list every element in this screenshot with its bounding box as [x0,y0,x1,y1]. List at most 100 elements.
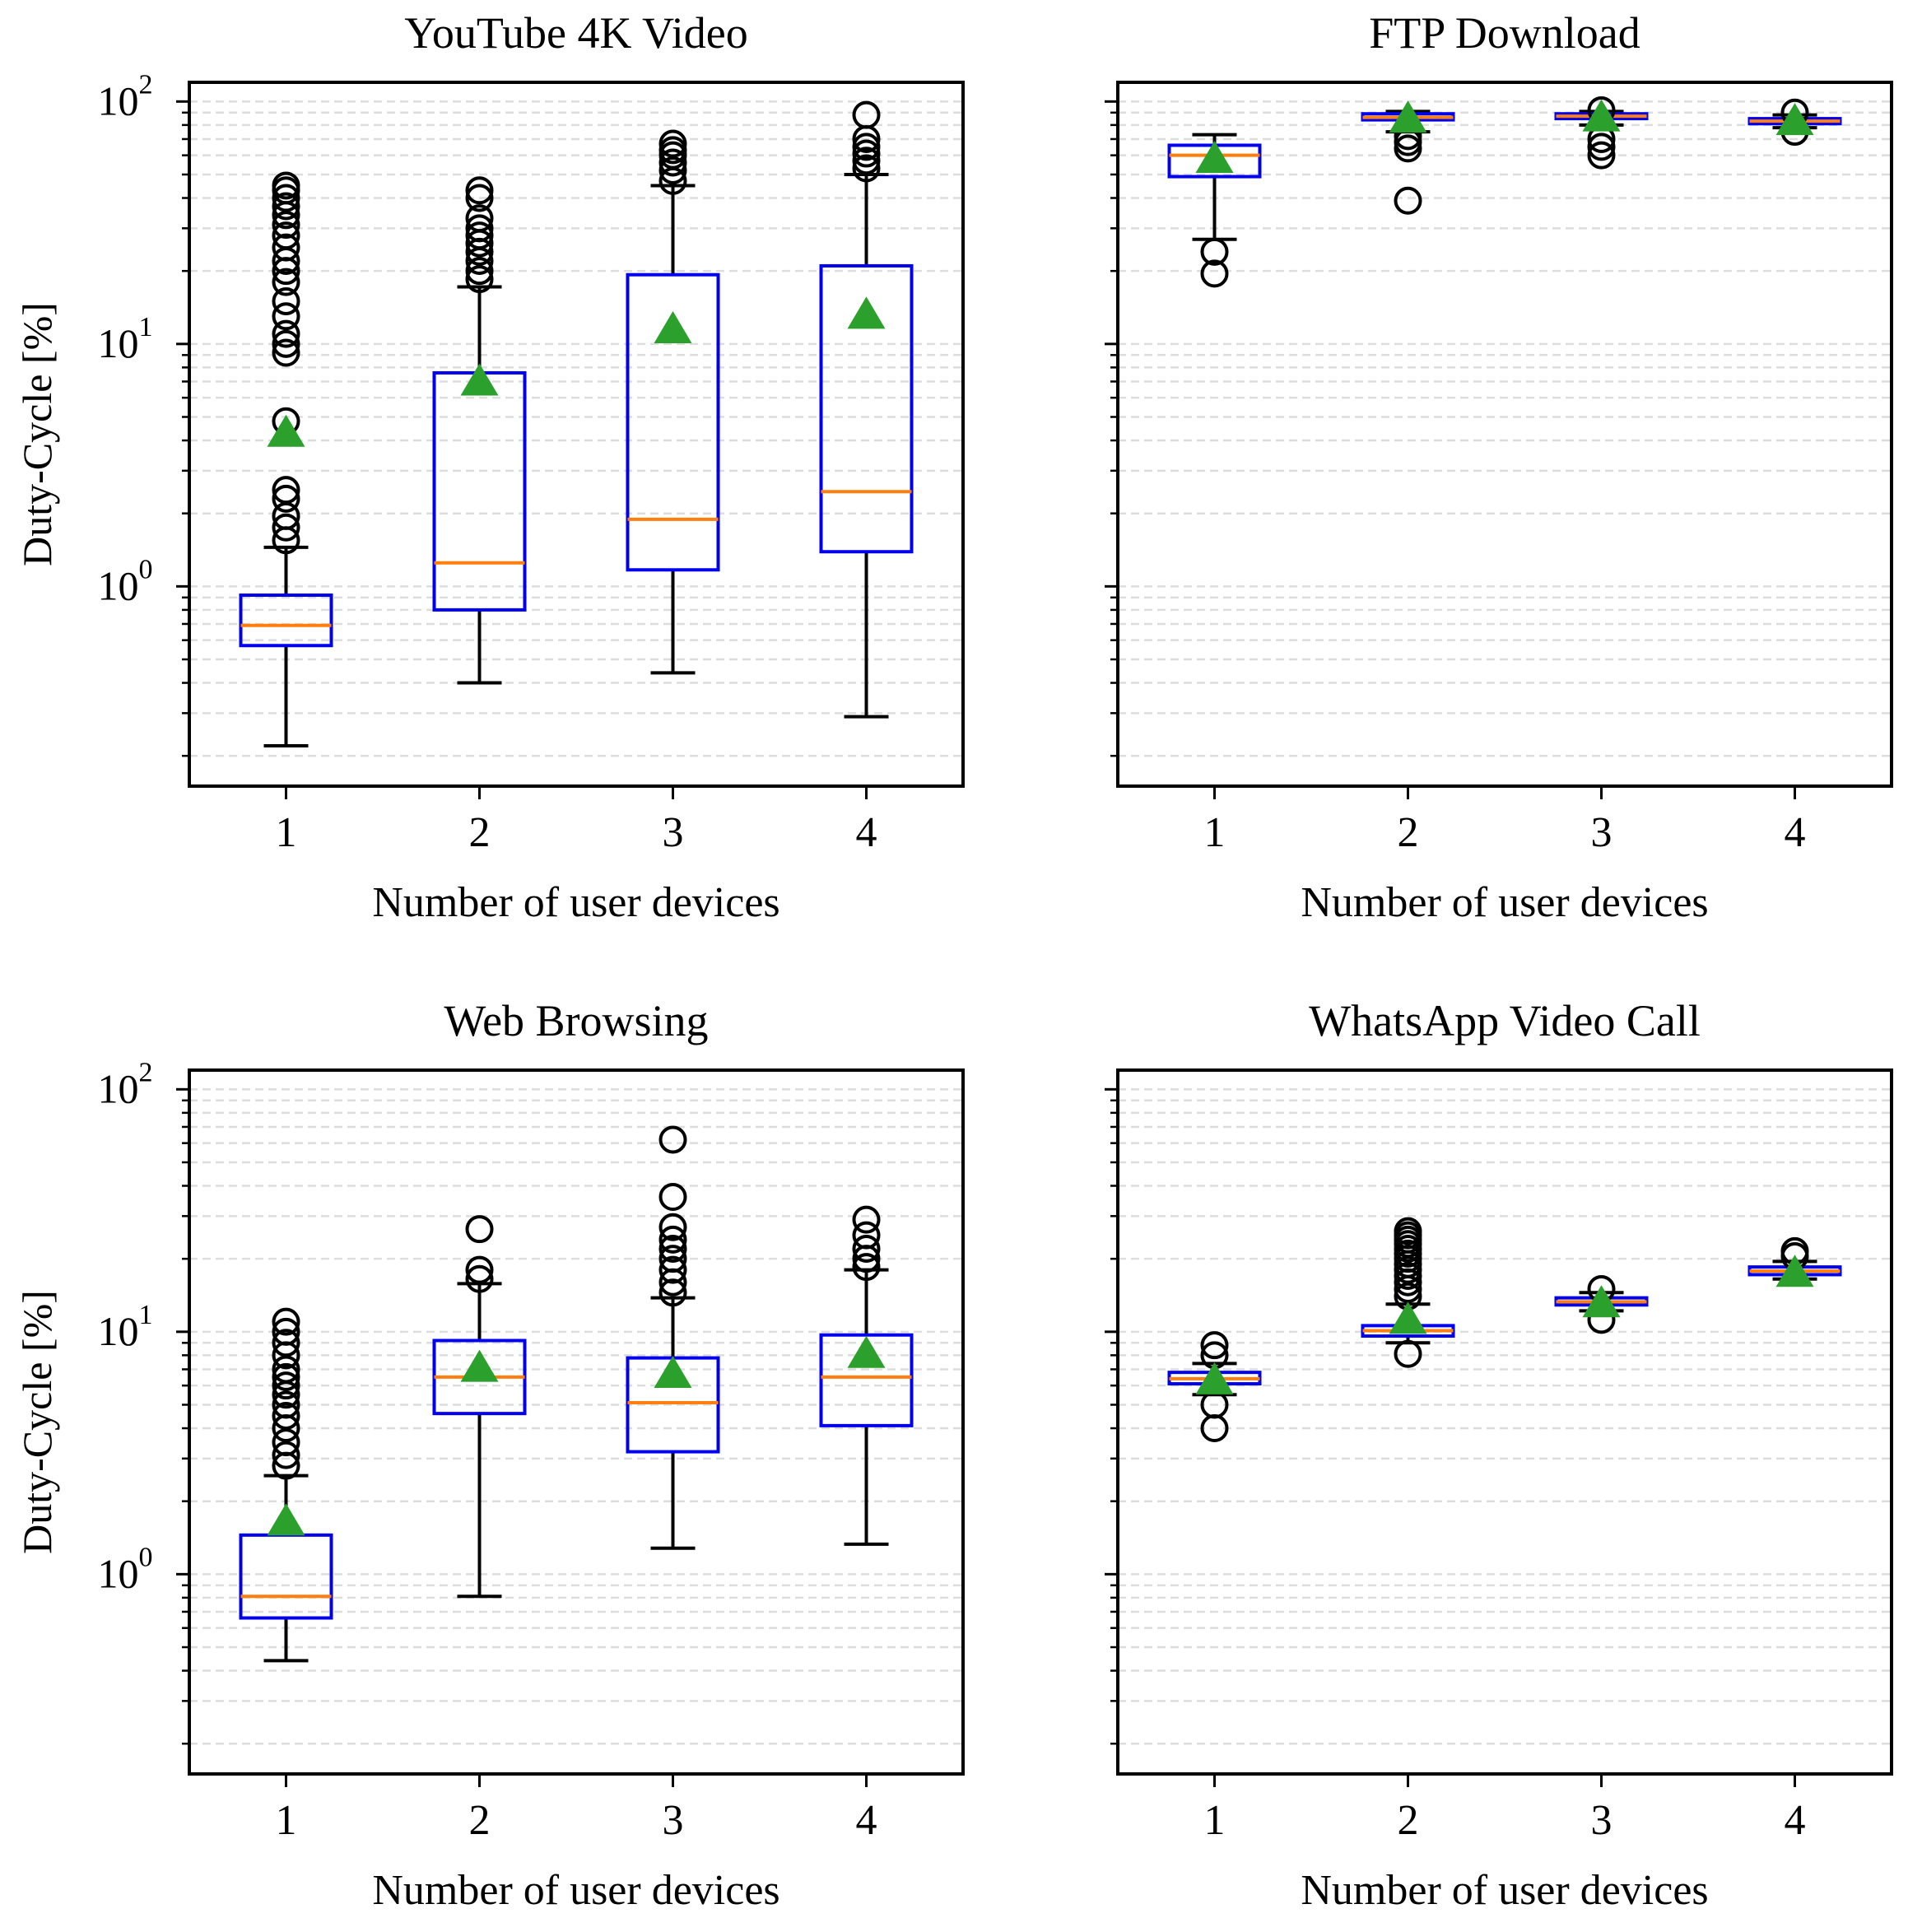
x-tick-label: 1 [276,1797,297,1844]
flier-point [272,184,300,212]
x-tick-label: 1 [1204,1797,1226,1844]
panel-1: 100 101 102 Duty-Cycle [%] 1 2 3 4 YouTube 4K Vi… [14,8,965,926]
flier-point [465,1264,494,1293]
box-1 [1167,133,1262,288]
y-tick-label: 101 [98,1300,153,1354]
flier-point [465,1255,494,1284]
grid-lines [1118,1088,1892,1745]
box-body [819,1333,914,1427]
flier-point [272,1355,300,1384]
panel-title: WhatsApp Video Call [1309,996,1701,1045]
flier-point [1587,133,1616,161]
mean-marker [1389,1301,1427,1334]
plot-frame [1116,1068,1893,1776]
box-3 [1554,95,1649,170]
flier-point [272,1371,300,1400]
box-3 [626,129,720,675]
mean-marker [267,414,305,447]
mean-marker [1775,103,1814,136]
flier-point [852,133,881,161]
flier-point [272,221,300,250]
flier-point [272,1307,300,1336]
panel-title: Web Browsing [444,996,708,1045]
flier-point [272,484,300,513]
flier-point [658,1278,687,1307]
x-tick-label: 2 [469,809,491,856]
mean-marker [1775,1255,1814,1287]
box-body [432,370,527,612]
flier-point [658,1125,687,1154]
flier-point [852,1253,881,1282]
box-1 [239,171,333,748]
flier-point [1200,237,1229,266]
plot-frame [188,1068,965,1776]
flier-point [272,513,300,542]
mean-marker [847,1335,886,1368]
x-tick-label: 3 [663,1797,684,1844]
x-axis-label: Number of user devices [372,879,779,926]
flier-point [1200,259,1229,288]
flier-point [1200,1414,1229,1443]
box-4 [819,1205,914,1546]
mean-marker [1195,1362,1234,1394]
flier-point [658,129,687,158]
plot-frame [188,81,965,788]
flier-point [272,1401,300,1430]
flier-point [852,147,881,175]
x-tick-label: 4 [1785,1797,1806,1844]
mean-marker [1582,1285,1621,1318]
flier-point [272,1329,300,1357]
x-axis-label: Number of user devices [1301,879,1708,926]
box-3 [1554,1274,1649,1334]
grid-lines [189,100,963,757]
panel-title: YouTube 4K Video [404,8,747,58]
box-2 [1361,100,1455,215]
plot-frame [1116,81,1893,788]
mean-marker [847,296,886,329]
flier-point [272,268,300,296]
flier-point [852,139,881,168]
flier-point [465,184,494,212]
box-2 [432,1215,527,1599]
x-tick-label: 4 [1785,809,1806,856]
flier-point [272,1317,300,1346]
grid-lines [1118,100,1892,757]
mean-marker [460,1349,499,1382]
y-axis-label: Duty-Cycle [%] [14,1290,60,1554]
panel-4: 1 2 3 4 WhatsApp Video Call Number of user de… [1105,996,1893,1914]
mean-marker [267,1503,305,1536]
flier-point [465,221,494,250]
x-tick-label: 1 [1204,809,1226,856]
box-4 [1747,98,1842,147]
x-axis-label: Number of user devices [372,1867,779,1914]
flier-point [658,1225,687,1254]
flier-point [852,154,881,183]
mean-marker [1195,140,1234,173]
x-tick-label: 3 [1591,809,1612,856]
mean-marker [1582,99,1621,132]
flier-point [1394,134,1422,163]
flier-point [852,1205,881,1234]
flier-point [658,1255,687,1284]
y-tick-label: 101 [98,312,153,366]
flier-point [272,1441,300,1469]
flier-point [272,171,300,200]
mean-marker [1389,100,1427,133]
x-tick-label: 1 [276,809,297,856]
y-tick-label: 102 [98,69,153,123]
x-tick-label: 3 [663,809,684,856]
flier-point [465,265,494,294]
flier-point [272,211,300,240]
x-axis-label: Number of user devices [1301,1867,1708,1914]
panel-2: 1 2 3 4 FTP Download Number of user devices [1105,8,1893,926]
box-1 [239,1307,333,1663]
flier-point [658,1182,687,1211]
flier-point [1587,141,1616,170]
flier-point [465,176,494,205]
panel-3: 100 101 102 Duty-Cycle [%] 1 2 3 4 Web Browsing N… [14,996,965,1914]
flier-point [1394,1217,1422,1245]
box-body [819,263,914,554]
y-tick-label: 100 [98,1542,153,1596]
flier-point [1394,186,1422,215]
x-tick-label: 2 [1398,1797,1419,1844]
